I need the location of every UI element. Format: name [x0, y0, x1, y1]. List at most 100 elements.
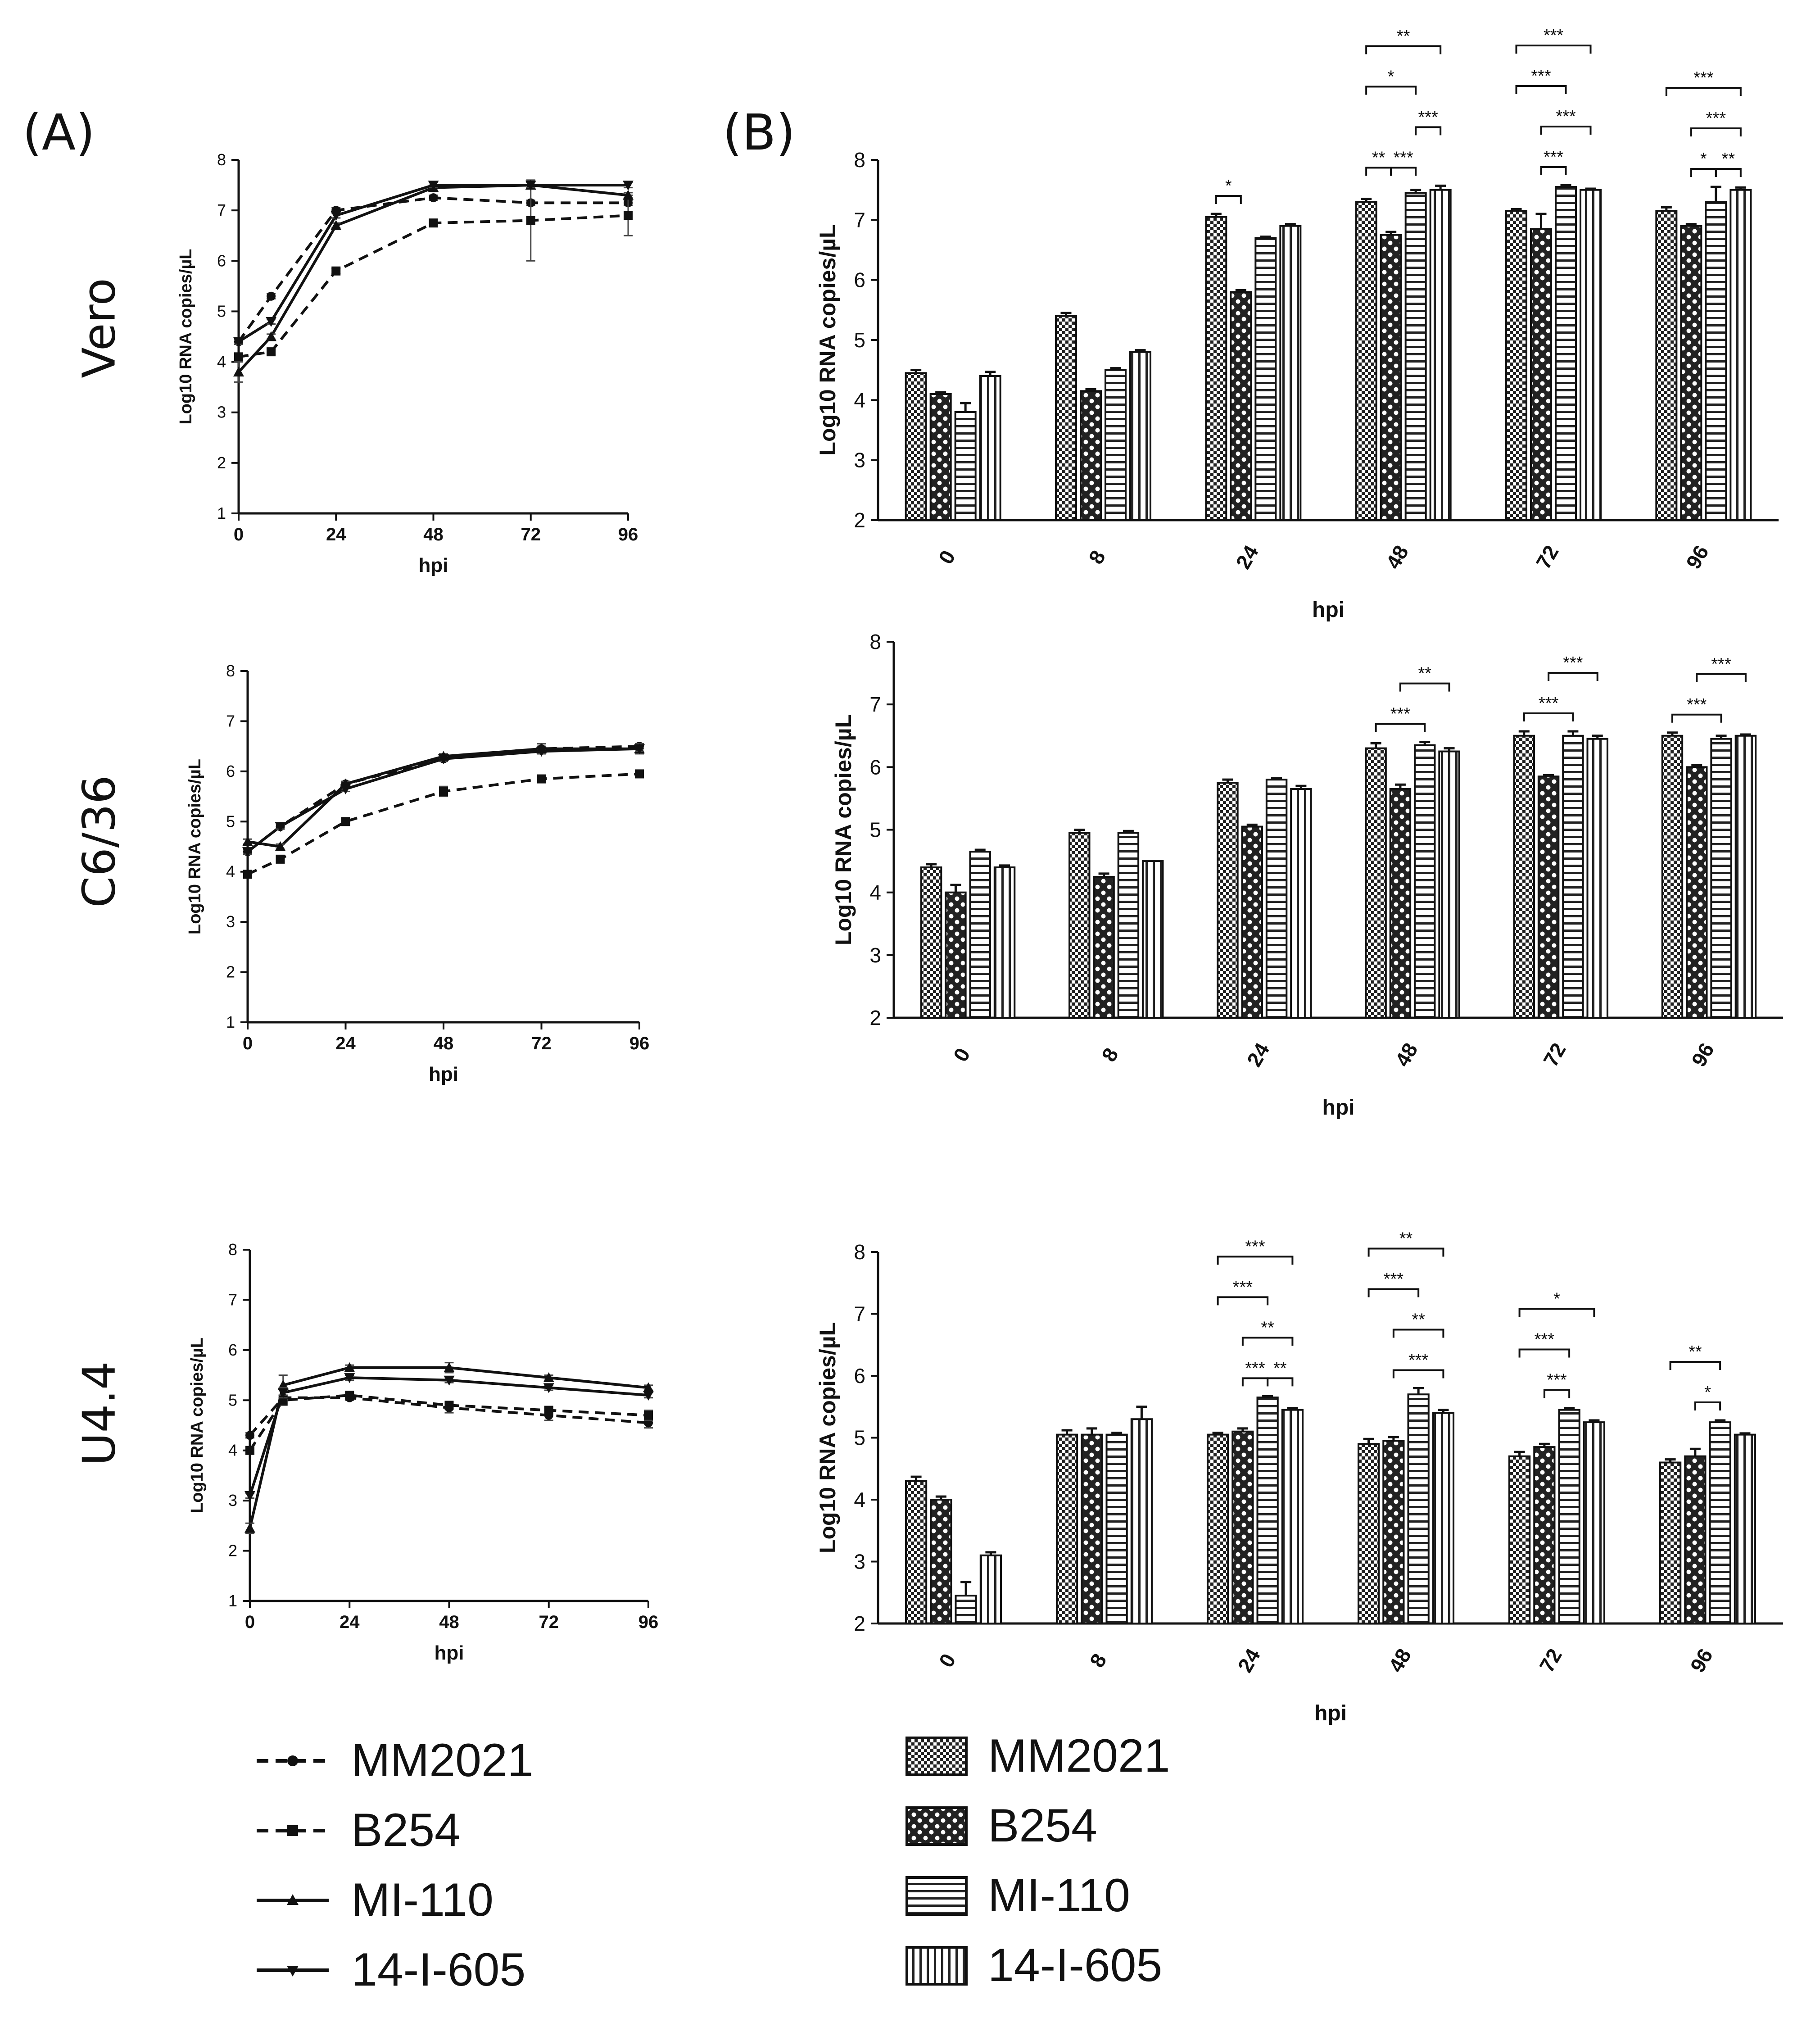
chart-b-c636-bar-mm2021 [1365, 747, 1387, 1019]
chart-a-vero-series-14-i-605-point [330, 211, 342, 221]
chart-b-vero-ytick-label: 6 [854, 268, 865, 292]
chart-a-u44-series-b254-point [345, 1391, 354, 1400]
chart-a-vero-series-mi-110-line [237, 184, 629, 373]
chart-b-vero-sig-bracket [1540, 166, 1567, 175]
chart-a-u44-series-mi-110-point [643, 1382, 654, 1392]
chart-a-u44-ytick-label: 7 [228, 1290, 237, 1309]
chart-b-u44-bar-mm2021 [1357, 1443, 1380, 1624]
chart-a-c636-ytick-label: 8 [226, 662, 235, 680]
chart-b-u44-ytick-label: 3 [854, 1550, 865, 1574]
chart-b-u44-xtick-label: 8 [1085, 1650, 1111, 1671]
chart-b-vero-bar-mm2021 [905, 372, 927, 521]
chart-b-vero-bar-mm2021 [1505, 210, 1527, 521]
chart-b-vero-bar-14-i-605 [979, 375, 1001, 521]
chart-b-c636-sig-label: *** [1687, 695, 1707, 714]
chart-a-c636-series-14-i-605-point [536, 747, 547, 757]
chart-b-u44-xtick-label: 24 [1233, 1644, 1265, 1676]
chart-a-u44-xtick-label: 72 [539, 1612, 559, 1632]
legend-bar-mi110-swatch [905, 1876, 968, 1916]
chart-b-vero-bar-14-i-605 [1279, 225, 1302, 521]
legend-line-14i605: 14-I-605 [252, 1943, 525, 1997]
chart-b-vero-xtick-label: 24 [1231, 541, 1263, 573]
chart-b-u44-bar-14-i-605 [1432, 1412, 1455, 1624]
chart-b-u44-bar-mm2021 [1206, 1433, 1229, 1624]
chart-a-vero-chart: 1 2 3 4 5 6 7 8 Log10 RNA copies/µL hpi 0 24 48 72 96 [177, 150, 638, 576]
chart-b-vero-bar-mi-110 [1555, 186, 1577, 521]
chart-a-vero-series-mm2021-point [267, 291, 276, 301]
chart-b-c636-bar-mi-110 [969, 851, 991, 1019]
chart-a-vero-series-b254-point [429, 218, 438, 228]
chart-a-vero-series-mi-110-point [330, 220, 342, 230]
chart-b-c636-bar-mi-110 [1562, 735, 1584, 1019]
chart-b-vero-sig-label: * [1700, 150, 1707, 168]
chart-b-u44-bar-mi-110 [1558, 1409, 1580, 1624]
chart-b-u44-sig-bracket [1392, 1329, 1444, 1338]
chart-a-vero-ytick-label: 3 [217, 403, 226, 422]
chart-b-u44-bar-mm2021 [1508, 1455, 1531, 1624]
chart-b-vero-sig-label: *** [1418, 108, 1438, 127]
chart-a-c636-xtick-label: 72 [531, 1034, 552, 1053]
chart-a-vero-series-14-i-605-point [266, 317, 277, 327]
chart-b-vero-sig-bracket [1715, 168, 1742, 177]
chart-b-u44-sig-bracket [1518, 1308, 1595, 1317]
chart-b-u44-bar-mm2021 [1055, 1433, 1078, 1624]
chart-b-vero-bar-mi-110 [1404, 192, 1427, 521]
chart-a-u44-xtick-label: 96 [638, 1612, 659, 1632]
chart-b-c636-bar-mm2021 [1513, 735, 1535, 1019]
chart-b-u44-xtick-label: 96 [1685, 1645, 1717, 1676]
chart-a-vero-series-14-i-605-point [623, 181, 634, 191]
chart-b-u44-bar-14-i-605 [1583, 1421, 1606, 1624]
chart-b-u44-bar-b254 [1684, 1455, 1707, 1624]
chart-b-vero-xtick-label: 0 [934, 546, 960, 568]
chart-b-c636-chart: 2 3 4 5 6 7 8 Log10 RNA copies/µL hpi 0 8 24 48 72 96 *… [831, 630, 1783, 1120]
chart-b-c636-bar-14-i-605 [1438, 750, 1460, 1019]
chart-b-vero-sig-bracket [1665, 87, 1742, 96]
chart-b-u44-bar-mi-110 [1407, 1393, 1430, 1624]
chart-a-u44-ytick-label: 3 [228, 1491, 237, 1510]
chart-a-c636-series-mi-110-point [242, 836, 253, 846]
chart-b-u44-sig-label: ** [1399, 1229, 1413, 1248]
legend-bar-b254: B254 [905, 1799, 1097, 1853]
chart-b-c636-sig-label: *** [1711, 655, 1731, 674]
chart-b-u44-bar-b254 [930, 1499, 952, 1624]
chart-b-u44-sig-label: *** [1535, 1330, 1555, 1349]
chart-a-u44-series-14-i-605-line [249, 1376, 649, 1496]
legend-line-mm2021: MM2021 [252, 1734, 534, 1787]
chart-b-c636-ytick-label: 7 [869, 693, 881, 716]
chart-b-vero-sig-bracket [1365, 45, 1442, 54]
chart-b-u44-bar-mm2021 [1659, 1461, 1682, 1624]
chart-b-u44-sig-bracket [1543, 1389, 1571, 1398]
chart-b-u44-xtick-label: 48 [1384, 1645, 1416, 1676]
chart-b-vero-bar-14-i-605 [1129, 351, 1151, 521]
chart-b-c636-xlabel: hpi [1322, 1096, 1355, 1120]
chart-a-vero-ytick-label: 7 [217, 201, 226, 219]
chart-a-vero-series-b254-point [234, 352, 243, 362]
chart-b-c636-bar-mm2021 [1068, 832, 1091, 1019]
chart-b-c636-bar-mm2021 [920, 866, 942, 1019]
chart-b-vero-sig-label: *** [1706, 109, 1726, 128]
legend-line-14i605-label: 14-I-605 [351, 1944, 526, 1996]
legend-line-mm2021-label: MM2021 [351, 1734, 534, 1787]
chart-b-vero-bar-mm2021 [1055, 315, 1077, 521]
chart-b-u44-sig-label: *** [1547, 1371, 1567, 1390]
chart-b-vero-sig-bracket [1515, 85, 1567, 94]
chart-a-vero-series-mi-110-point [623, 190, 634, 200]
chart-a-c636-series-14-i-605-point [275, 822, 286, 832]
chart-b-vero-bar-b254 [1230, 291, 1252, 521]
chart-b-u44-bar-14-i-605 [1130, 1418, 1153, 1624]
chart-a-vero-ylabel: Log10 RNA copies/µL [177, 249, 195, 425]
legend-line-mi110: MI-110 [252, 1873, 493, 1927]
chart-a-u44-ylabel: Log10 RNA copies/µL [188, 1338, 207, 1513]
chart-b-c636-sig-label: *** [1539, 694, 1559, 713]
chart-b-u44-xtick-label: 72 [1535, 1645, 1566, 1676]
chart-b-u44-sig-label: *** [1408, 1351, 1429, 1370]
legend-bar-mi110-label: MI-110 [988, 1869, 1130, 1922]
chart-b-vero-sig-label: *** [1556, 107, 1576, 126]
chart-a-c636-ytick-label: 5 [226, 812, 235, 830]
legend-bar-b254-swatch [905, 1806, 968, 1846]
chart-b-c636-bar-b254 [1686, 766, 1708, 1019]
chart-a-u44-ytick-label: 8 [228, 1240, 237, 1259]
chart-a-vero-xlabel: hpi [419, 554, 448, 576]
chart-b-c636-xtick-label: 48 [1390, 1039, 1422, 1070]
chart-b-u44-sig-label: ** [1261, 1318, 1274, 1337]
